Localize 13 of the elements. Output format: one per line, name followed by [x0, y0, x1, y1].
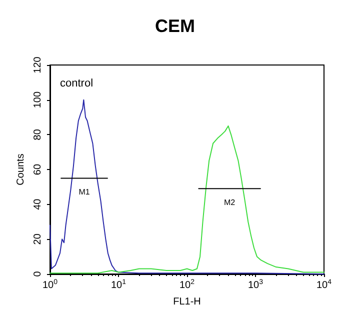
y-tick-label: 120: [32, 56, 44, 74]
x-axis-title: FL1-H: [173, 296, 201, 308]
annotation: control: [60, 78, 94, 90]
chart-title: CEM: [155, 16, 195, 36]
y-axis-title: Counts: [16, 154, 26, 186]
annotation: M1: [78, 188, 90, 197]
y-tick-label: 40: [32, 198, 44, 210]
y-tick-label: 100: [32, 91, 44, 108]
y-tick-label: 0: [32, 270, 44, 277]
y-tick-label: 60: [32, 164, 44, 176]
annotation: M2: [224, 198, 236, 208]
y-tick-label: 20: [32, 233, 44, 245]
y-tick-label: 80: [32, 128, 44, 140]
